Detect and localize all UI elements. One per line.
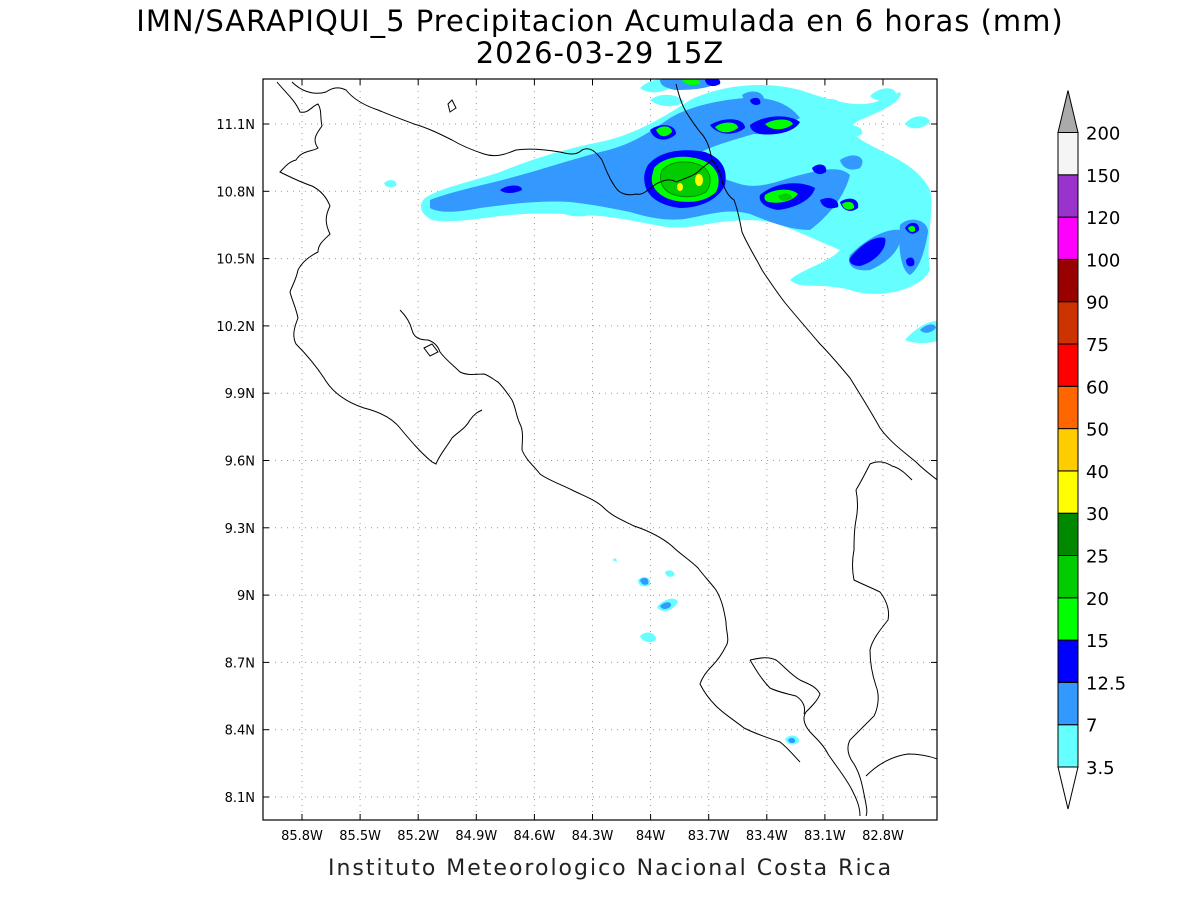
colorbar-swatch xyxy=(1057,681,1079,726)
colorbar-label: 50 xyxy=(1086,420,1109,441)
lon-tick-label: 84W xyxy=(636,829,666,844)
colorbar-label: 15 xyxy=(1086,631,1109,652)
lat-tick-label: 8.4N xyxy=(225,724,255,739)
map-datetime: 2026-03-29 15Z xyxy=(475,36,725,70)
colorbar-swatch xyxy=(1057,174,1079,218)
colorbar-swatch xyxy=(1057,258,1079,303)
lat-tick-label: 9.3N xyxy=(225,522,255,537)
lat-tick-label: 9N xyxy=(237,589,255,604)
lat-tick-label: 10.5N xyxy=(216,253,255,268)
lat-tick-label: 8.1N xyxy=(225,791,255,806)
colorbar-swatch xyxy=(1057,512,1079,557)
lon-tick-label: 85.5W xyxy=(339,829,381,844)
colorbar-label: 75 xyxy=(1086,335,1109,356)
colorbar-label: 40 xyxy=(1086,462,1109,483)
colorbar-swatch xyxy=(1057,470,1079,514)
colorbar-label: 20 xyxy=(1086,589,1109,610)
colorbar-swatch xyxy=(1057,343,1079,387)
lat-tick-label: 9.6N xyxy=(225,455,255,470)
colorbar-label: 60 xyxy=(1086,377,1109,398)
colorbar-label: 7 xyxy=(1086,716,1097,737)
colorbar-label: 120 xyxy=(1086,208,1120,229)
colorbar-label: 3.5 xyxy=(1086,758,1115,779)
colorbar-swatch xyxy=(1057,301,1079,345)
lat-tick-label: 10.8N xyxy=(216,185,255,200)
colorbar-swatch xyxy=(1057,428,1079,472)
colorbar-swatch xyxy=(1057,216,1079,260)
lat-tick-label: 8.7N xyxy=(225,656,255,671)
map-frame xyxy=(262,78,938,821)
colorbar-swatch xyxy=(1057,132,1079,176)
lon-tick-label: 83.1W xyxy=(804,829,846,844)
coastline-borders xyxy=(276,81,937,817)
lon-tick-label: 85.2W xyxy=(397,829,439,844)
lat-tick-label: 11.1N xyxy=(216,118,255,133)
colorbar-label: 12.5 xyxy=(1086,673,1126,694)
lon-tick-label: 84.3W xyxy=(572,829,614,844)
colorbar-swatch xyxy=(1057,639,1079,683)
colorbar-label: 25 xyxy=(1086,547,1109,568)
colorbar-label: 30 xyxy=(1086,504,1109,525)
colorbar-label: 150 xyxy=(1086,166,1120,187)
colorbar-swatch xyxy=(1057,385,1079,430)
lat-tick-label: 10.2N xyxy=(216,320,255,335)
lon-tick-label: 84.6W xyxy=(513,829,555,844)
lon-tick-label: 84.9W xyxy=(455,829,497,844)
colorbar-under-triangle xyxy=(1057,766,1079,810)
precipitation-field xyxy=(384,79,937,745)
colorbar-label: 90 xyxy=(1086,293,1109,314)
lon-tick-label: 85.8W xyxy=(281,829,323,844)
colorbar-label: 100 xyxy=(1086,250,1120,271)
axis-ticks: 85.8W 85.5W 85.2W 84.9W 84.6W 84.3W 84W 83.7W 83… xyxy=(216,79,937,844)
footer-credit: Instituto Meteorologico Nacional Costa R… xyxy=(328,856,894,881)
colorbar-over-triangle xyxy=(1057,90,1079,133)
lon-tick-label: 82.8W xyxy=(862,829,904,844)
colorbar-label: 200 xyxy=(1086,124,1120,145)
colorbar-swatch xyxy=(1057,597,1079,641)
lon-tick-label: 83.4W xyxy=(746,829,788,844)
map-title: IMN/SARAPIQUI_5 Precipitacion Acumulada … xyxy=(136,4,1064,38)
lon-tick-label: 83.7W xyxy=(688,829,730,844)
colorbar-swatch xyxy=(1057,724,1079,768)
colorbar: 3.5 7 12.5 15 20 25 30 40 50 60 75 90 100 120 150 200 xyxy=(1057,90,1126,810)
lat-tick-label: 9.9N xyxy=(225,387,255,402)
colorbar-swatch xyxy=(1057,555,1079,599)
